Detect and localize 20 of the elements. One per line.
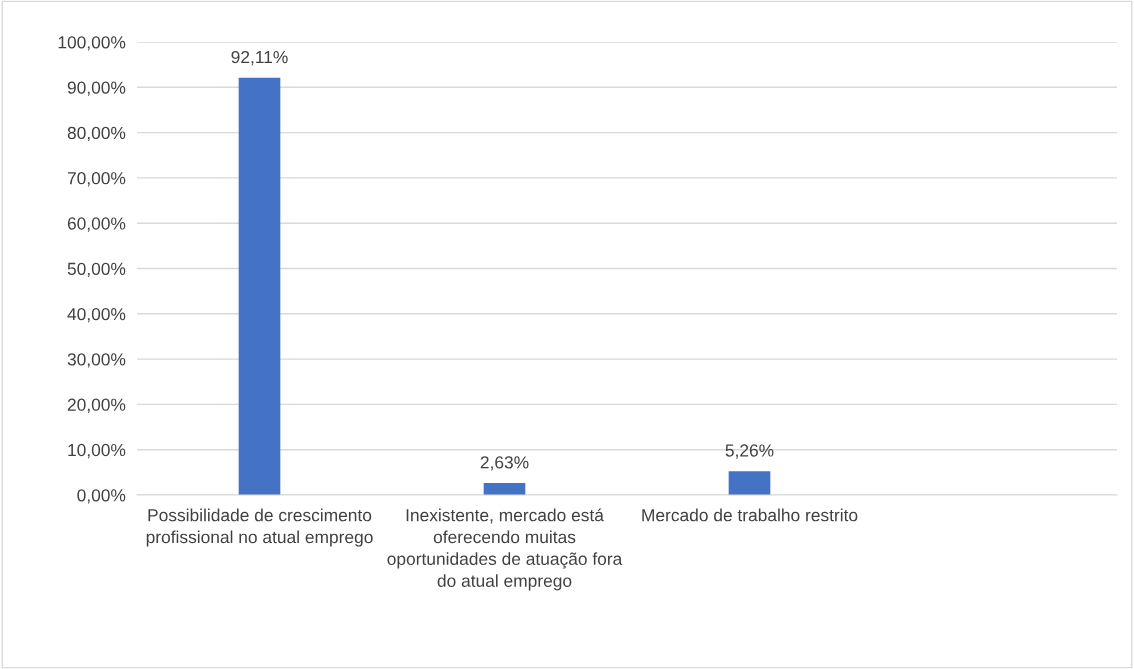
data-label: 92,11%: [231, 50, 288, 66]
bar: [238, 77, 281, 495]
y-tick-label: 90,00%: [67, 81, 126, 96]
y-tick-label: 10,00%: [68, 443, 126, 459]
data-label: 2,63%: [480, 456, 529, 471]
y-tick-label: 20,00%: [67, 398, 126, 413]
y-tick-label: 100,00%: [58, 36, 126, 51]
x-tick-label: Inexistente, mercado está oferecendo muitas oportunidades de atuação fora do atual emprego: [387, 508, 623, 591]
x-tick-label: Mercado de trabalho restrito: [642, 508, 858, 522]
data-label: 5,26%: [725, 444, 774, 459]
x-tick-label: Possibilidade de crescimento profissional no atual emprego: [146, 508, 373, 547]
y-tick-label: 40,00%: [67, 307, 126, 323]
y-tick-label: 0,00%: [77, 489, 126, 504]
y-tick-label: 50,00%: [67, 262, 126, 278]
y-tick-label: 60,00%: [67, 217, 126, 232]
bar: [483, 483, 526, 495]
y-tick-label: 80,00%: [67, 126, 126, 142]
bar: [728, 471, 771, 495]
y-tick-label: 30,00%: [67, 353, 126, 368]
y-tick-label: 70,00%: [67, 172, 126, 187]
